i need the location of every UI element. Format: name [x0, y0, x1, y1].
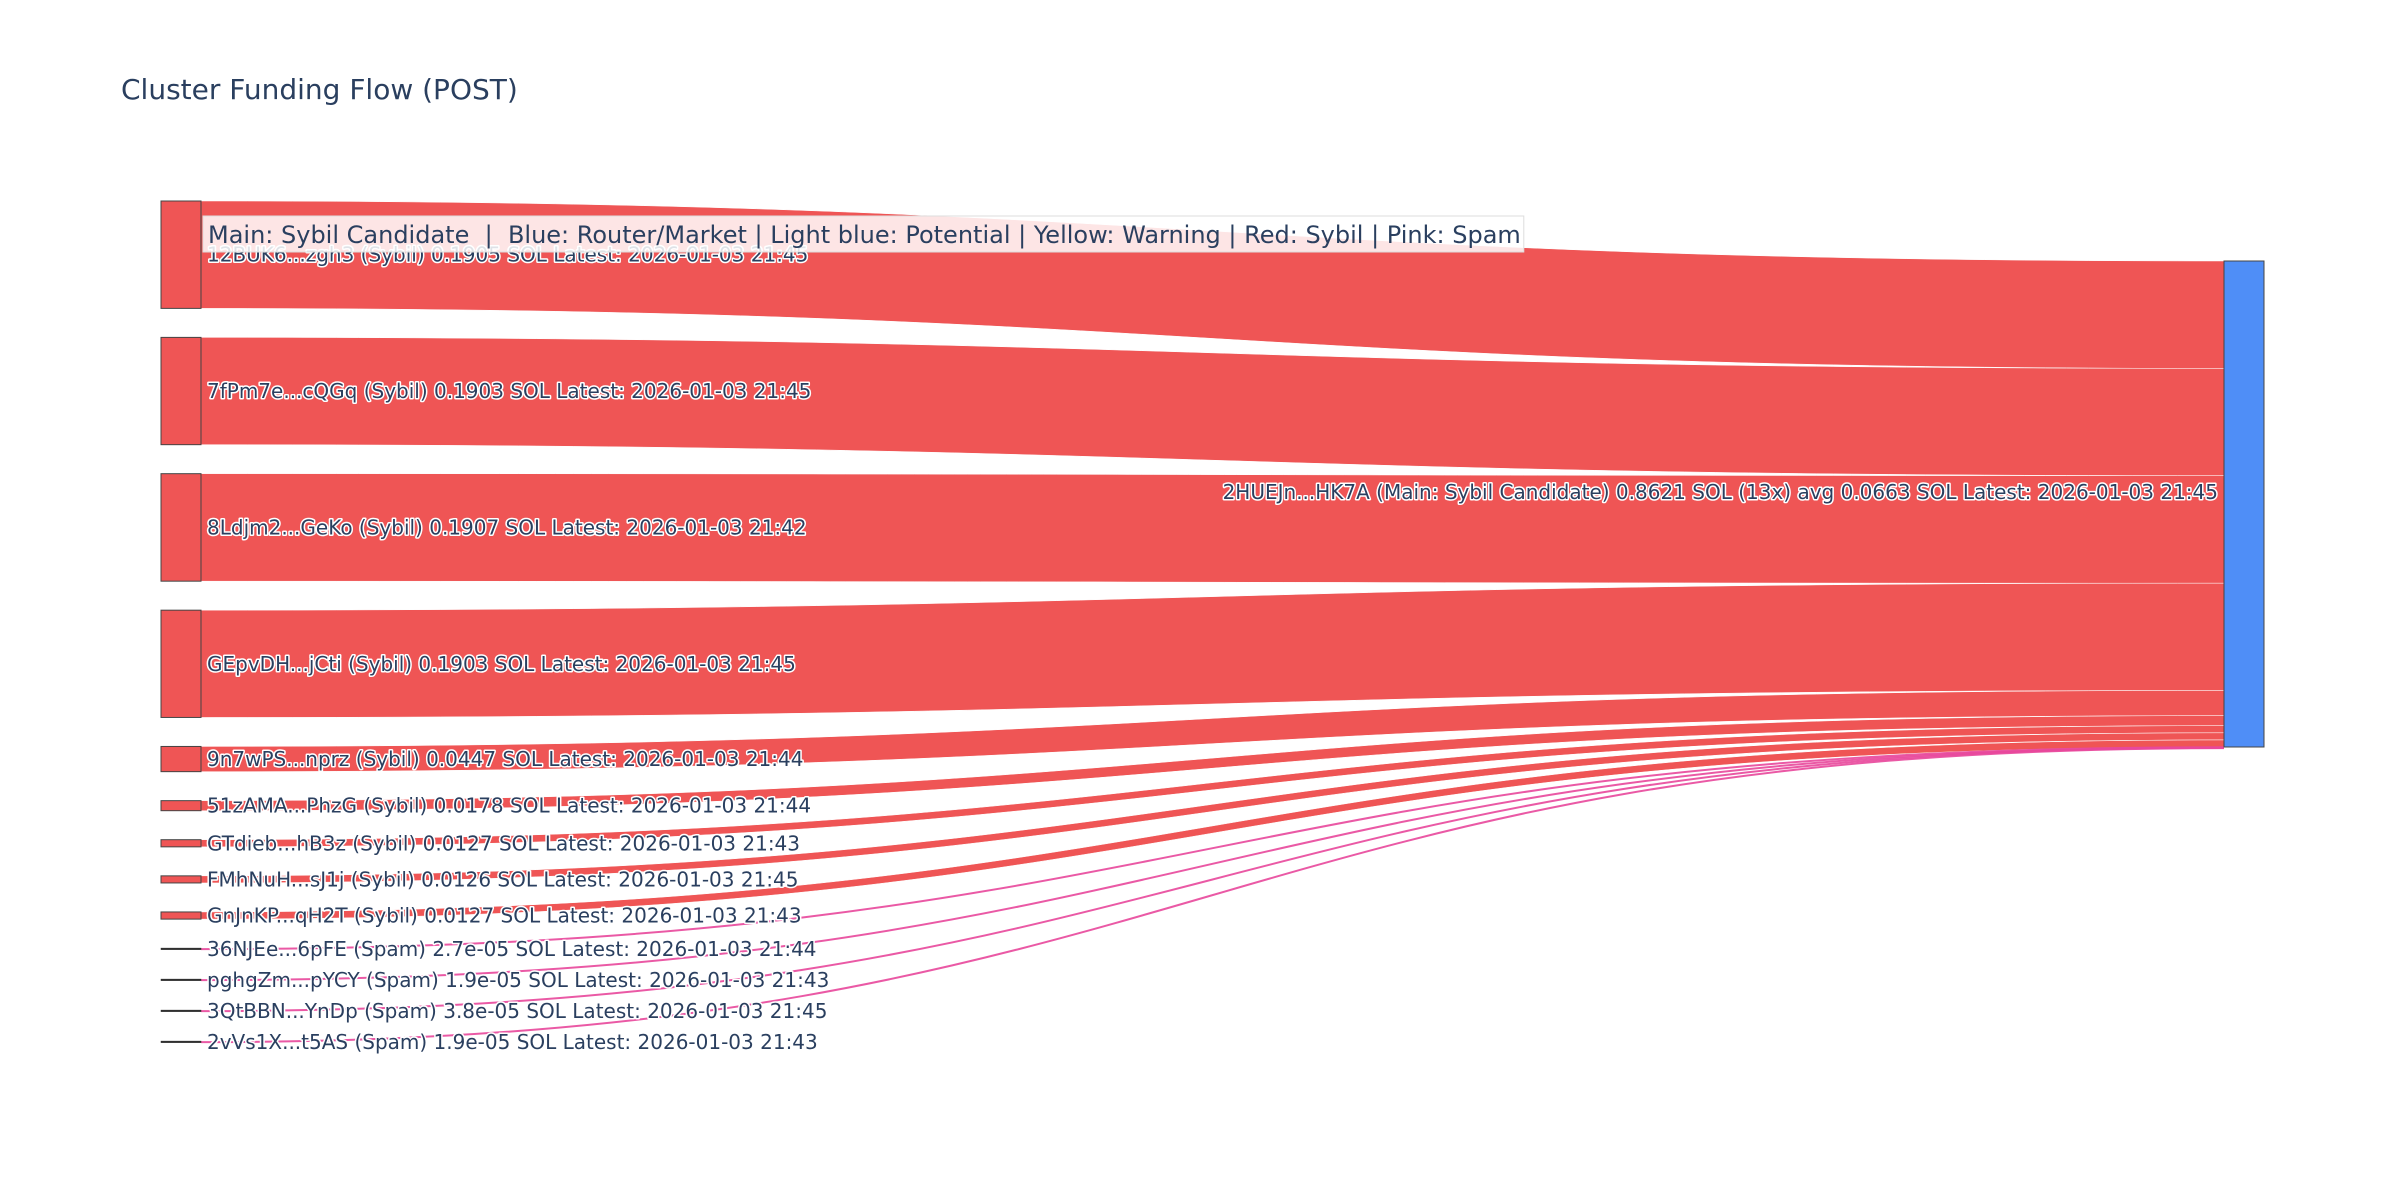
node-label-36njee-6pfe: 36NJEe...6pFE (Spam) 2.7e-05 SOL Latest:… — [207, 937, 817, 961]
node-label-fmhnuh-sj1j: FMhNuH...sJ1j (Sybil) 0.0126 SOL Latest:… — [207, 867, 799, 891]
node-label-8ldjm2-geko: 8Ldjm2...GeKo (Sybil) 0.1907 SOL Latest:… — [207, 515, 807, 539]
node-8ldjm2-geko[interactable] — [160, 473, 202, 582]
node-gtdieb-hb3z[interactable] — [160, 839, 202, 848]
node-label-2huejn-hk7a: 2HUEJn...HK7A (Main: Sybil Candidate) 0.… — [1223, 480, 2218, 504]
node-36njee-6pfe[interactable] — [160, 947, 202, 950]
node-7fpm7e-cqgq[interactable] — [160, 336, 202, 446]
node-51zama-phzg[interactable] — [160, 800, 202, 812]
node-label-9n7wps-nprz: 9n7wPS...nprz (Sybil) 0.0447 SOL Latest:… — [207, 747, 803, 771]
node-label-3qtbbn-yndp: 3QtBBN...YnDp (Spam) 3.8e-05 SOL Latest:… — [207, 999, 827, 1023]
legend: Main: Sybil Candidate | Blue: Router/Mar… — [202, 215, 1525, 253]
node-label-gnjnkp-qh2t: GnJnKP...qH2T (Sybil) 0.0127 SOL Latest:… — [207, 904, 802, 928]
link-3qtbbn-yndp[interactable] — [200, 746, 2225, 1013]
node-label-gepvdh-jcti: GEpvDH...jCti (Sybil) 0.1903 SOL Latest:… — [207, 652, 796, 676]
link-pghgzm-pycy[interactable] — [200, 746, 2225, 982]
labels-layer: 12BUK6...zgh3 (Sybil) 0.1905 SOL Latest:… — [206, 241, 2220, 1055]
node-12buk6-zgh3[interactable] — [160, 200, 202, 309]
legend-text: Main: Sybil Candidate | Blue: Router/Mar… — [208, 221, 1521, 249]
link-2vvs1x-t5as[interactable] — [200, 747, 2225, 1044]
node-label-51zama-phzg: 51zAMA...PhzG (Sybil) 0.0178 SOL Latest:… — [207, 794, 811, 818]
node-label-2vvs1x-t5as: 2vVs1X...t5AS (Spam) 1.9e-05 SOL Latest:… — [207, 1030, 818, 1054]
node-label-7fpm7e-cqgq: 7fPm7e...cQGq (Sybil) 0.1903 SOL Latest:… — [207, 379, 811, 403]
node-gepvdh-jcti[interactable] — [160, 609, 202, 718]
node-9n7wps-nprz[interactable] — [160, 745, 202, 773]
node-2vvs1x-t5as[interactable] — [160, 1040, 202, 1043]
node-fmhnuh-sj1j[interactable] — [160, 875, 202, 884]
node-pghgzm-pycy[interactable] — [160, 978, 202, 981]
node-label-gtdieb-hb3z: GTdieb...hB3z (Sybil) 0.0127 SOL Latest:… — [207, 831, 800, 855]
node-3qtbbn-yndp[interactable] — [160, 1009, 202, 1012]
links-layer — [200, 200, 2225, 1044]
nodes-layer — [160, 200, 2265, 1043]
link-36njee-6pfe[interactable] — [200, 746, 2225, 951]
node-gnjnkp-qh2t[interactable] — [160, 911, 202, 920]
node-2huejn-hk7a[interactable] — [2223, 260, 2265, 748]
chart-title: Cluster Funding Flow (POST) — [121, 73, 518, 106]
legend-background — [202, 215, 1525, 253]
node-label-pghgzm-pycy: pghgZm...pYCY (Spam) 1.9e-05 SOL Latest:… — [207, 968, 829, 992]
